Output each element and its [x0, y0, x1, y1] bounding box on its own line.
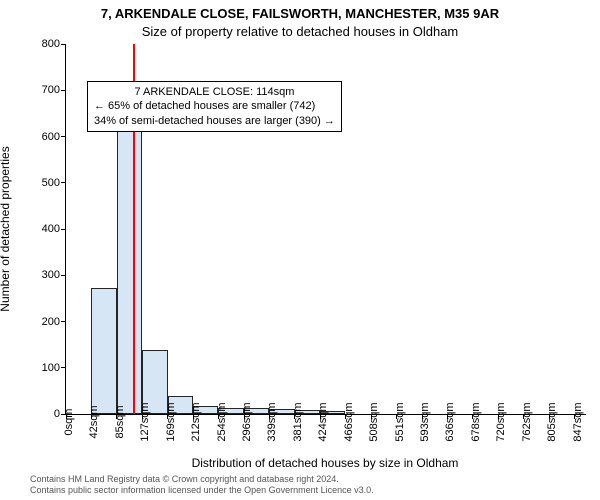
- y-tick-mark: [61, 90, 66, 91]
- y-tick-label: 100: [20, 362, 60, 374]
- x-tick-label: 127sqm: [139, 402, 151, 441]
- y-tick-label: 600: [20, 131, 60, 143]
- x-tick-label: 0sqm: [63, 409, 75, 436]
- annotation-line: ← 65% of detached houses are smaller (74…: [94, 99, 335, 113]
- annotation-line: 34% of semi-detached houses are larger (…: [94, 114, 335, 128]
- y-tick-label: 200: [20, 316, 60, 328]
- x-axis-label: Distribution of detached houses by size …: [65, 456, 585, 470]
- y-tick-mark: [61, 275, 66, 276]
- x-tick-label: 847sqm: [572, 402, 584, 441]
- y-tick-label: 700: [20, 84, 60, 96]
- x-tick-label: 466sqm: [343, 402, 355, 441]
- y-tick-mark: [61, 136, 66, 137]
- x-tick-label: 720sqm: [495, 402, 507, 441]
- x-tick-label: 339sqm: [266, 402, 278, 441]
- x-tick-label: 212sqm: [190, 402, 202, 441]
- x-tick-label: 636sqm: [444, 402, 456, 441]
- chart-root: 7, ARKENDALE CLOSE, FAILSWORTH, MANCHEST…: [0, 0, 600, 500]
- x-tick-label: 551sqm: [394, 402, 406, 441]
- x-tick-label: 593sqm: [419, 402, 431, 441]
- plot-area: 7 ARKENDALE CLOSE: 114sqm← 65% of detach…: [65, 44, 586, 415]
- x-tick-label: 254sqm: [216, 402, 228, 441]
- histogram-bar: [91, 288, 116, 414]
- chart-subtitle: Size of property relative to detached ho…: [0, 24, 600, 39]
- x-tick-label: 678sqm: [470, 402, 482, 441]
- y-tick-label: 500: [20, 177, 60, 189]
- y-tick-mark: [61, 44, 66, 45]
- chart-title-address: 7, ARKENDALE CLOSE, FAILSWORTH, MANCHEST…: [0, 6, 600, 21]
- footer-line-2: Contains public sector information licen…: [30, 485, 374, 496]
- x-tick-label: 508sqm: [368, 402, 380, 441]
- footer-attribution: Contains HM Land Registry data © Crown c…: [30, 474, 374, 496]
- y-tick-label: 0: [20, 408, 60, 420]
- y-tick-label: 300: [20, 269, 60, 281]
- y-tick-label: 800: [20, 38, 60, 50]
- y-tick-mark: [61, 321, 66, 322]
- y-axis-label: Number of detached properties: [0, 0, 18, 44]
- histogram-bar: [117, 114, 142, 414]
- x-tick-label: 169sqm: [165, 402, 177, 441]
- x-tick-label: 762sqm: [521, 402, 533, 441]
- footer-line-1: Contains HM Land Registry data © Crown c…: [30, 474, 374, 485]
- x-tick-label: 296sqm: [241, 402, 253, 441]
- y-tick-mark: [61, 367, 66, 368]
- annotation-box: 7 ARKENDALE CLOSE: 114sqm← 65% of detach…: [87, 81, 342, 132]
- x-tick-label: 85sqm: [114, 405, 126, 438]
- y-tick-mark: [61, 229, 66, 230]
- y-tick-mark: [61, 182, 66, 183]
- annotation-line: 7 ARKENDALE CLOSE: 114sqm: [94, 85, 335, 99]
- x-tick-label: 805sqm: [546, 402, 558, 441]
- x-tick-label: 42sqm: [88, 405, 100, 438]
- x-tick-label: 424sqm: [317, 402, 329, 441]
- x-tick-label: 381sqm: [292, 402, 304, 441]
- y-tick-label: 400: [20, 223, 60, 235]
